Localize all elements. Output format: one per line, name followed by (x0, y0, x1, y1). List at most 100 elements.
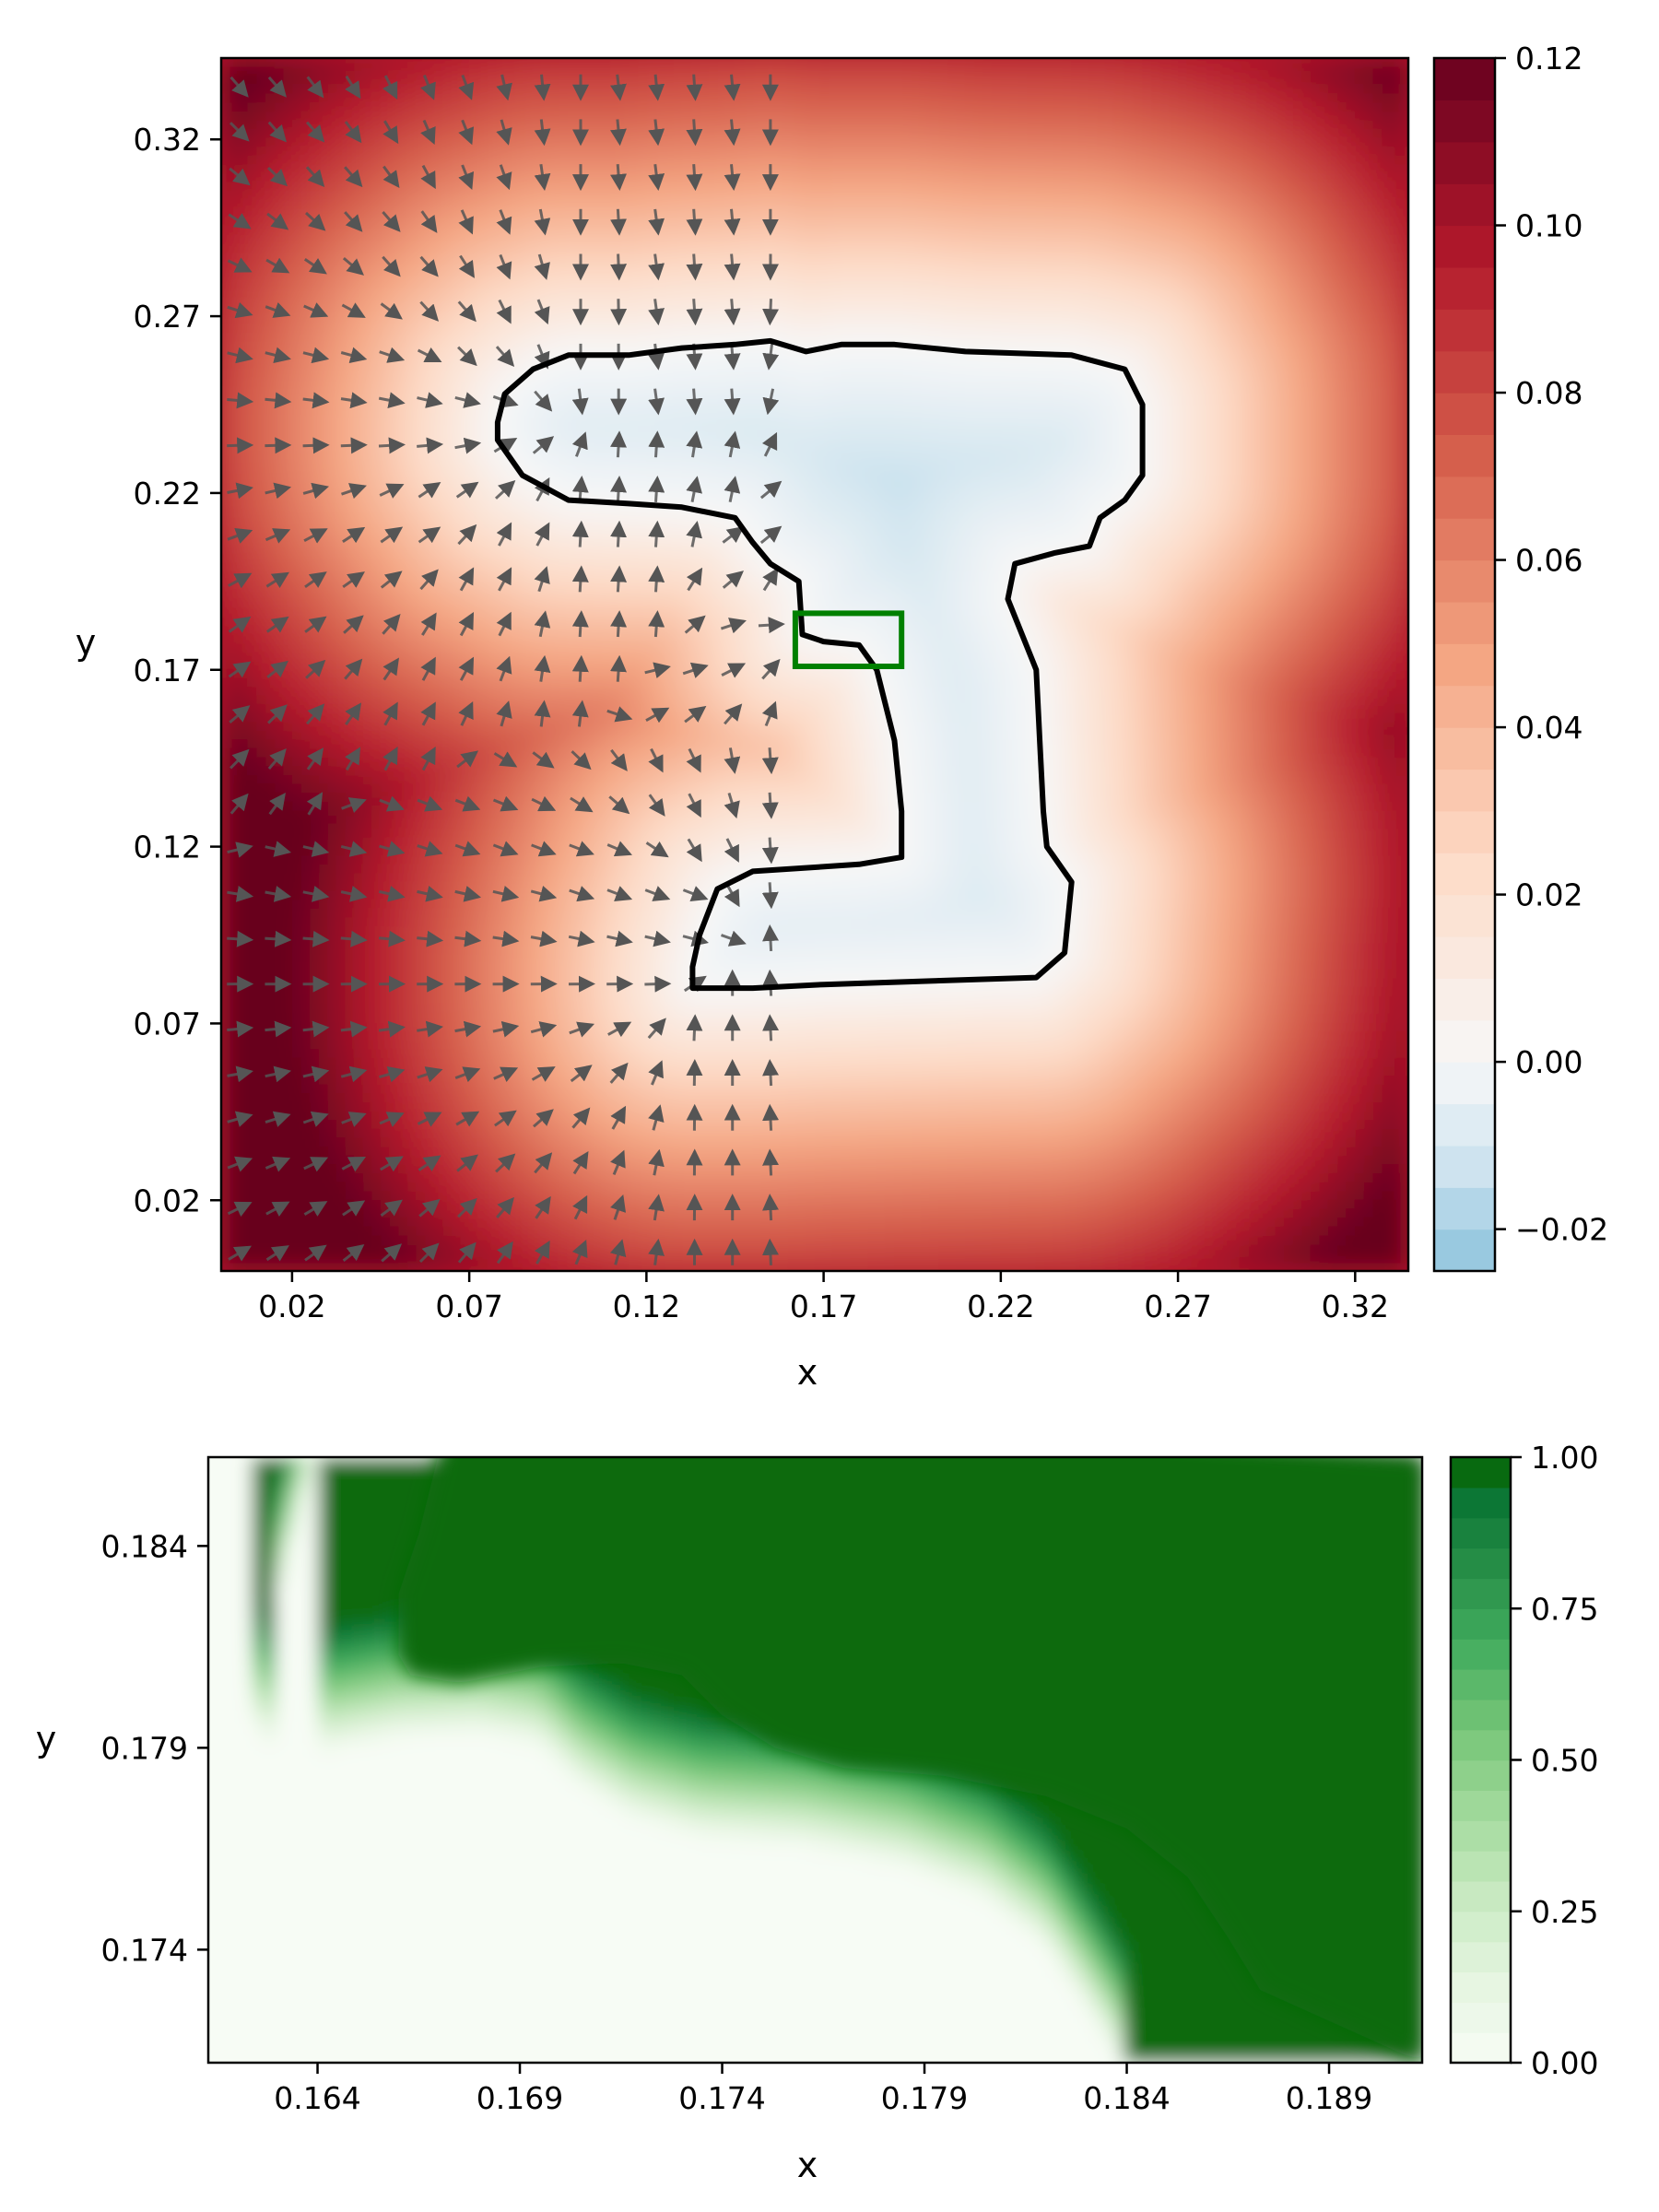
quiver-arrow (656, 478, 658, 502)
y-tick-label: 0.174 (101, 1932, 188, 1968)
x-tick-label: 0.02 (258, 1288, 325, 1324)
x-tick-label: 0.17 (790, 1288, 857, 1324)
quiver-arrow (694, 1062, 695, 1086)
y-tick-label: 0.07 (134, 1006, 201, 1041)
colorbar-level (1434, 1020, 1495, 1063)
quiver-arrow (694, 209, 696, 233)
colorbar-level (1451, 1700, 1511, 1731)
quiver-arrow (644, 983, 668, 984)
bottom-y-ticks: 0.184 0.179 0.174 (101, 1528, 208, 1968)
quiver-arrow (580, 658, 582, 682)
colorbar-level (1451, 1639, 1511, 1670)
colorbar-level (1434, 686, 1495, 728)
quiver-arrow (770, 1196, 771, 1220)
colorbar-tick-label: 1.00 (1531, 1440, 1598, 1476)
quiver-arrow (770, 927, 771, 951)
quiver-arrow (265, 938, 288, 940)
y-tick-label: 0.22 (134, 476, 201, 512)
quiver-arrow (618, 658, 619, 682)
top-x-ticks: 0.02 0.07 0.12 0.17 0.22 0.27 0.32 (258, 1271, 1389, 1324)
colorbar-level (1451, 2002, 1511, 2033)
quiver-arrow (694, 119, 696, 143)
x-tick-label: 0.22 (967, 1288, 1034, 1324)
colorbar-level (1434, 602, 1495, 644)
colorbar-tick-label: 0.02 (1515, 877, 1583, 913)
x-tick-label: 0.184 (1083, 2080, 1170, 2116)
colorbar-level (1451, 1971, 1511, 2003)
quiver-arrow (227, 445, 251, 446)
bottom-heatmap (181, 1384, 1450, 2090)
colorbar-level (1434, 560, 1495, 603)
quiver-arrow (618, 524, 619, 547)
top-y-axis-label: y (76, 622, 97, 663)
colorbar-level (1451, 1548, 1511, 1580)
colorbar-level (1451, 1669, 1511, 1700)
colorbar-level (1434, 434, 1495, 477)
quiver-arrow (732, 299, 734, 323)
colorbar-level (1434, 1146, 1495, 1188)
top-x-axis-label: x (797, 1352, 818, 1393)
colorbar-level (1434, 978, 1495, 1020)
quiver-arrow (656, 524, 658, 547)
quiver-arrow (618, 478, 619, 502)
colorbar-level (1434, 477, 1495, 519)
bottom-x-axis-label: x (797, 2145, 818, 2185)
x-tick-label: 0.169 (477, 2080, 563, 2116)
quiver-arrow (580, 568, 582, 592)
colorbar-level (1434, 58, 1495, 100)
x-tick-label: 0.164 (274, 2080, 360, 2116)
colorbar-level (1451, 1760, 1511, 1792)
colorbar-level (1451, 1488, 1511, 1519)
y-tick-label: 0.184 (101, 1528, 188, 1564)
quiver-arrow (303, 938, 327, 940)
colorbar-level (1451, 1518, 1511, 1549)
colorbar-level (1451, 1942, 1511, 1973)
colorbar-level (1434, 142, 1495, 184)
quiver-arrow (770, 882, 771, 906)
x-tick-label: 0.27 (1144, 1288, 1211, 1324)
quiver-arrow (770, 838, 771, 862)
y-tick-label: 0.27 (134, 299, 201, 335)
quiver-arrow (694, 164, 696, 188)
quiver-arrow (759, 624, 782, 626)
x-tick-label: 0.179 (881, 2080, 968, 2116)
quiver-arrow (770, 972, 771, 996)
colorbar-tick-label: 0.04 (1515, 710, 1583, 746)
colorbar-level (1434, 895, 1495, 937)
y-tick-label: 0.179 (101, 1730, 188, 1766)
colorbar-level (1434, 1104, 1495, 1147)
colorbar-tick-label: 0.08 (1515, 375, 1583, 411)
top-y-ticks: 0.020.070.120.170.220.270.32 (134, 122, 221, 1218)
colorbar-tick-label: 0.25 (1531, 1894, 1598, 1930)
bottom-colorbar-ticks: 1.000.750.500.250.00 (1511, 1440, 1598, 2081)
x-tick-label: 0.32 (1322, 1288, 1389, 1324)
colorbar-level (1434, 351, 1495, 394)
colorbar-tick-label: −0.02 (1515, 1212, 1608, 1248)
bottom-colorbar (1451, 1457, 1511, 2064)
colorbar-level (1434, 393, 1495, 435)
colorbar-level (1434, 811, 1495, 853)
quiver-arrow (770, 1017, 771, 1041)
colorbar-level (1451, 2032, 1511, 2064)
quiver-arrow (618, 299, 619, 323)
quiver-arrow (618, 164, 619, 188)
top-colorbar (1434, 58, 1495, 1272)
bottom-y-axis-label: y (36, 1719, 57, 1759)
colorbar-level (1451, 1790, 1511, 1821)
quiver-arrow (618, 433, 619, 457)
quiver-arrow (694, 389, 696, 413)
colorbar-level (1434, 100, 1495, 142)
colorbar-tick-label: 0.75 (1531, 1591, 1598, 1627)
quiver-arrow (770, 747, 771, 771)
colorbar-level (1434, 1062, 1495, 1104)
quiver-arrow (770, 1107, 771, 1131)
y-tick-label: 0.02 (134, 1182, 201, 1218)
quiver-arrow (770, 793, 771, 817)
quiver-arrow (655, 613, 657, 637)
quiver-arrow (265, 445, 288, 446)
quiver-arrow (618, 613, 619, 637)
colorbar-tick-label: 0.00 (1531, 2045, 1598, 2081)
colorbar-level (1434, 853, 1495, 895)
quiver-arrow (694, 1017, 695, 1041)
